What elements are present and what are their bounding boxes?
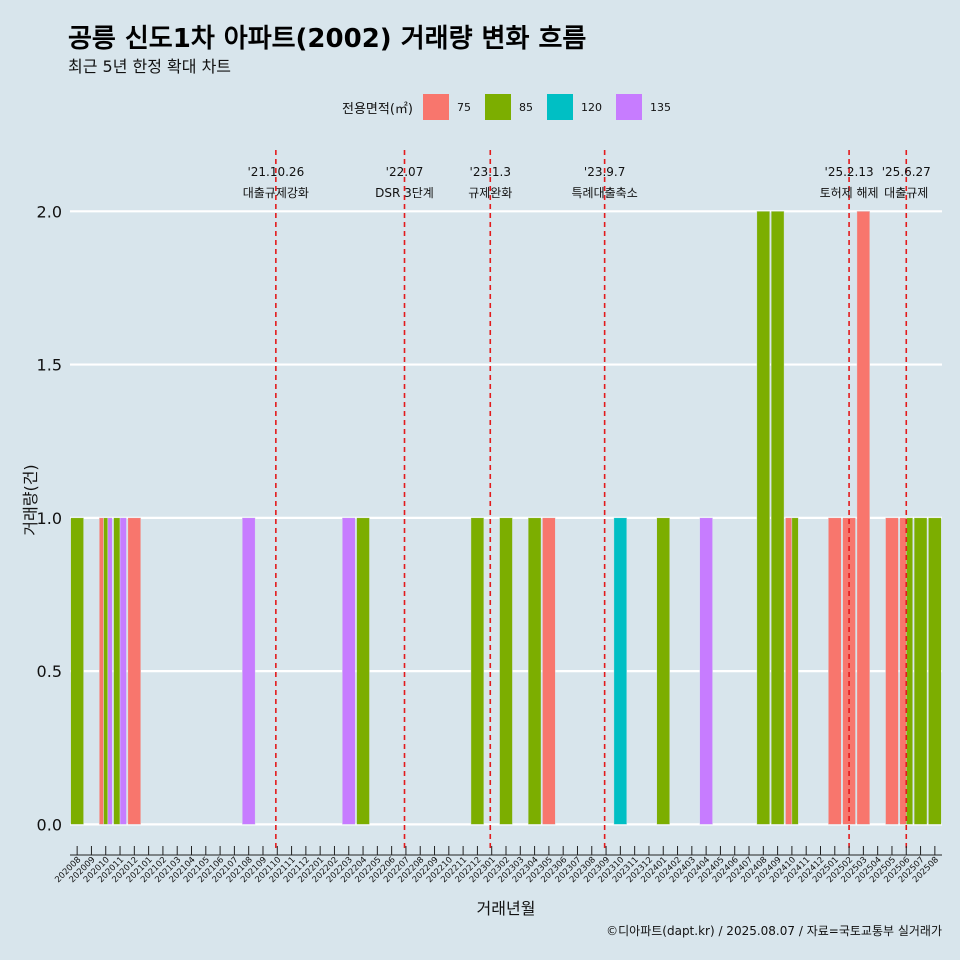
- chart-title: 공릉 신도1차 아파트(2002) 거래량 변화 흐름: [68, 24, 587, 54]
- bar-202304-85: [527, 517, 542, 825]
- bar-202501-75: [828, 517, 842, 825]
- bar-202012-75: [127, 517, 141, 825]
- chart-caption: ©디아파트(dapt.kr) / 2025.08.07 / 자료=국토교통부 실…: [606, 924, 942, 938]
- legend-label-120: 120: [580, 100, 602, 114]
- bar-202010-85: [103, 517, 109, 825]
- event-date-label: '22.07: [386, 165, 424, 179]
- bar-202010-75: [99, 517, 104, 825]
- bar-202011-85: [113, 517, 121, 825]
- bar-202410-75: [785, 517, 793, 825]
- y-tick-label: 0.5: [37, 662, 62, 681]
- legend-title: 전용면적(㎡): [342, 101, 413, 117]
- event-name-label: 대출규제강화: [243, 186, 309, 200]
- bar-202008-85: [70, 517, 84, 825]
- legend-label-135: 135: [649, 100, 671, 114]
- bar-202506-85: [906, 517, 913, 825]
- bar-202401-85: [656, 517, 670, 825]
- event-name-label: 대출규제: [884, 186, 928, 200]
- event-date-label: '23.9.7: [584, 165, 625, 179]
- legend-item-120: 120: [546, 94, 602, 120]
- bar-202108-135: [242, 517, 256, 825]
- bar-202010-135: [107, 517, 113, 825]
- y-axis-title: 거래량(건): [21, 464, 40, 535]
- y-tick-label: 0.0: [37, 815, 62, 834]
- bar-202410-85: [791, 517, 799, 825]
- legend-label-85: 85: [518, 100, 533, 114]
- y-tick-label: 1.0: [37, 509, 62, 528]
- bar-202203-135: [342, 517, 356, 825]
- bar-202508-85: [928, 517, 942, 825]
- event-date-label: '23.1.3: [470, 165, 511, 179]
- bar-202503-75: [856, 211, 871, 825]
- legend-swatch-135: [615, 94, 642, 120]
- event-name-label: DSR 3단계: [375, 186, 434, 200]
- bar-202409-85: [770, 211, 785, 825]
- event-name-label: 규제완화: [468, 186, 512, 200]
- event-date-label: '21.10.26: [247, 165, 304, 179]
- legend-swatch-120: [546, 94, 573, 120]
- x-axis-title: 거래년월: [477, 899, 536, 918]
- bar-202305-75: [542, 517, 556, 825]
- bar-202302-85: [499, 517, 513, 825]
- event-date-label: '25.2.13: [825, 165, 874, 179]
- bar-202310-120: [613, 517, 627, 825]
- event-date-label: '25.6.27: [882, 165, 931, 179]
- bar-202502-75: [842, 517, 856, 825]
- bar-202408-85: [756, 211, 770, 825]
- bar-202507-85: [913, 517, 928, 825]
- legend-item-85: 85: [484, 94, 533, 120]
- y-tick-label: 2.0: [37, 202, 62, 221]
- legend-swatch-75: [422, 94, 449, 120]
- event-name-label: 특례대출축소: [572, 186, 638, 200]
- event-name-label: 토허제 해제: [820, 186, 879, 200]
- legend-swatch-85: [484, 94, 511, 120]
- bar-202212-85: [470, 517, 485, 825]
- legend-item-135: 135: [615, 94, 671, 120]
- legend: 전용면적(㎡) 75 85 120 135: [342, 93, 685, 121]
- y-tick-label: 1.5: [37, 356, 62, 375]
- chart-subtitle: 최근 5년 한정 확대 차트: [68, 57, 232, 76]
- legend-item-75: 75: [422, 94, 471, 120]
- bar-202204-85: [356, 517, 370, 825]
- bar-202506-75: [899, 517, 907, 825]
- bar-202404-135: [699, 517, 713, 825]
- bar-202505-75: [885, 517, 899, 825]
- legend-label-75: 75: [456, 100, 471, 114]
- bar-202011-135: [119, 517, 127, 825]
